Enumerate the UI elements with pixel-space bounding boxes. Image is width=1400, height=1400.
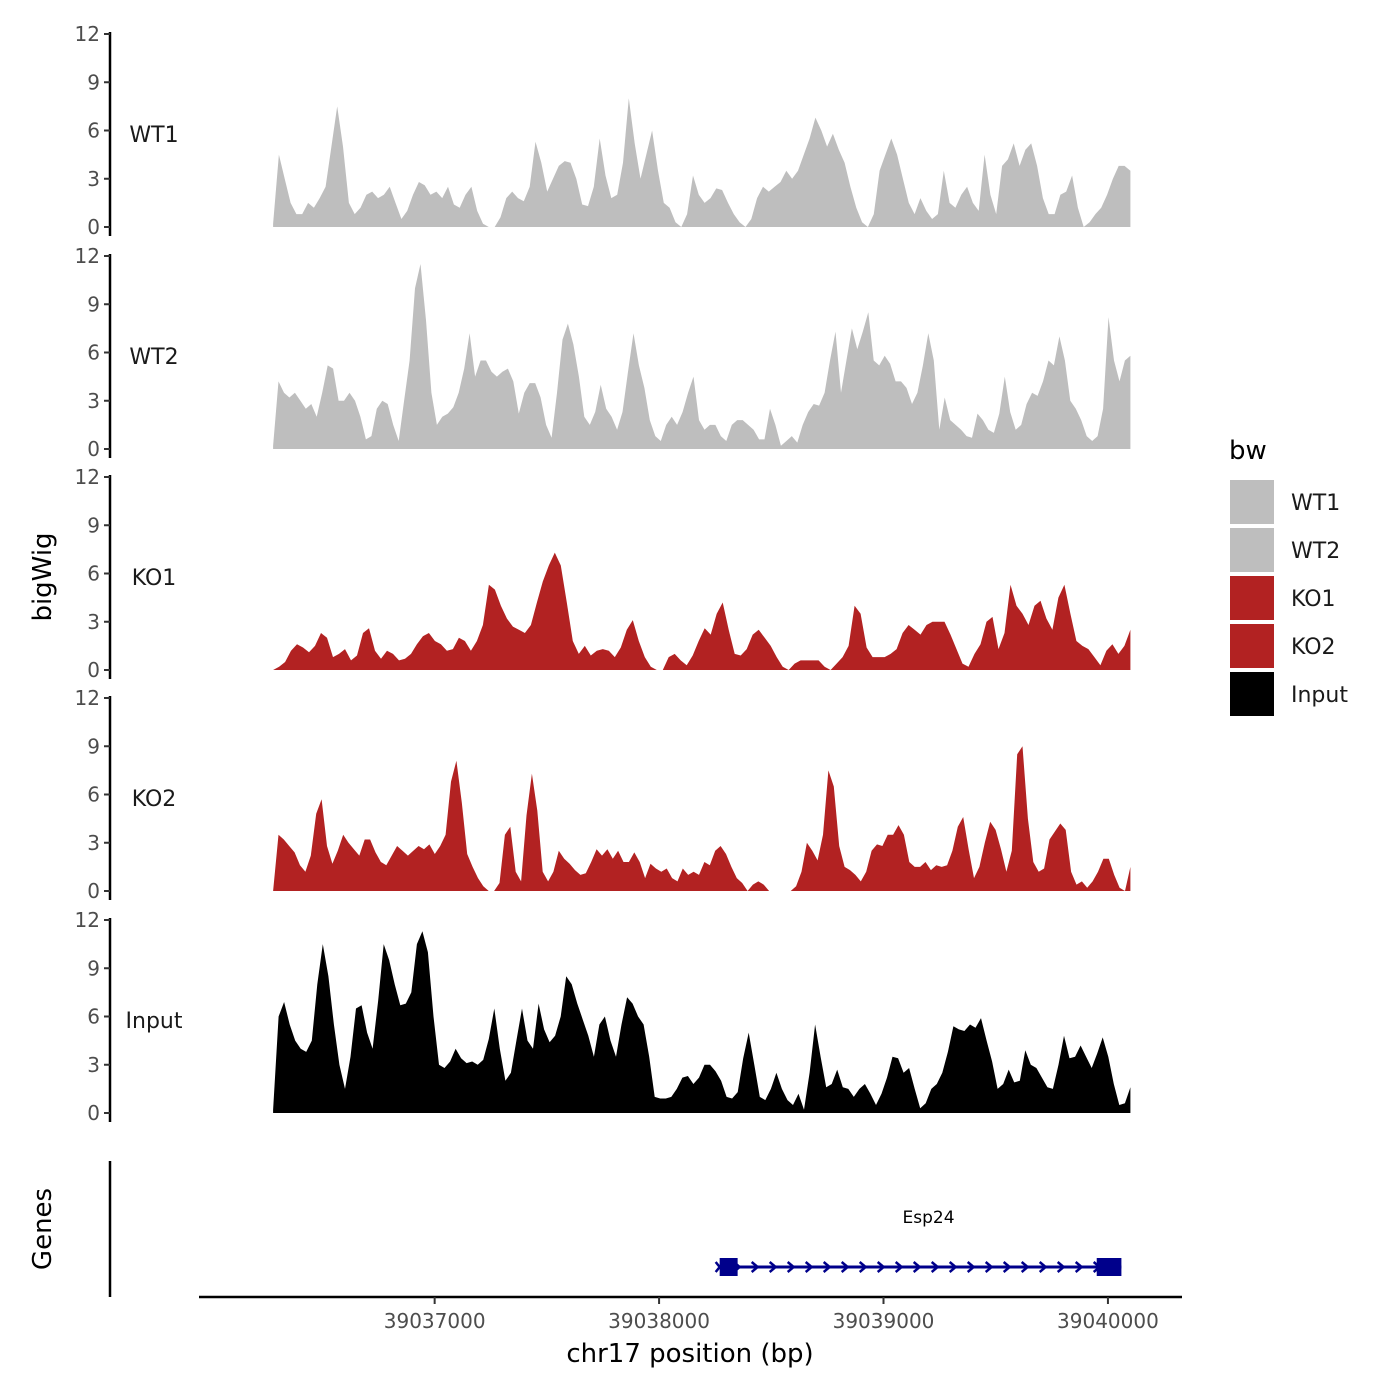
y-tick-label: 3 bbox=[87, 1053, 100, 1077]
x-tick-label: 39038000 bbox=[608, 1309, 710, 1333]
strand-arrow bbox=[1020, 1261, 1030, 1273]
y-tick-label: 3 bbox=[87, 831, 100, 855]
x-tick-label: 39039000 bbox=[833, 1309, 935, 1333]
y-tick-label: 9 bbox=[87, 956, 100, 980]
strand-arrow bbox=[1074, 1261, 1084, 1273]
x-axis: 39037000 39038000 39039000 39040000 bbox=[199, 1295, 1182, 1333]
y-tick-label: 3 bbox=[87, 167, 100, 191]
strand-arrow bbox=[804, 1261, 814, 1273]
y-tick-label: 9 bbox=[87, 292, 100, 316]
y-tick-label: 9 bbox=[87, 70, 100, 94]
track-label-wt2: WT2 bbox=[129, 345, 178, 370]
legend: bw WT1 WT2 KO1 KO2 Input bbox=[1229, 436, 1348, 716]
y-tick-label: 0 bbox=[87, 437, 100, 461]
y-tick-label: 6 bbox=[87, 341, 100, 365]
strand-arrow bbox=[750, 1261, 760, 1273]
legend-key-input bbox=[1230, 672, 1274, 716]
strand-arrow bbox=[858, 1261, 868, 1273]
y-tick-label: 12 bbox=[75, 908, 100, 932]
strand-arrow bbox=[1038, 1261, 1048, 1273]
coverage-area-input bbox=[273, 931, 1131, 1113]
legend-label-ko1: KO1 bbox=[1291, 587, 1336, 612]
strand-arrow bbox=[768, 1261, 778, 1273]
legend-label-ko2: KO2 bbox=[1291, 635, 1336, 660]
y-tick-label: 3 bbox=[87, 389, 100, 413]
strand-arrow bbox=[930, 1261, 940, 1273]
track-input: 0 3 6 9 12 Input bbox=[75, 908, 1131, 1125]
gene-exon bbox=[1096, 1258, 1122, 1276]
y-tick-label: 3 bbox=[87, 610, 100, 634]
strand-arrow bbox=[966, 1261, 976, 1273]
y-tick-label: 0 bbox=[87, 1101, 100, 1125]
gene-esp24: Esp24 bbox=[714, 1208, 1122, 1276]
y-tick-label: 6 bbox=[87, 1005, 100, 1029]
track-label-wt1: WT1 bbox=[129, 123, 178, 148]
strand-arrow bbox=[1002, 1261, 1012, 1273]
x-axis-title: chr17 position (bp) bbox=[566, 1339, 813, 1369]
strand-arrow bbox=[786, 1261, 796, 1273]
coverage-area-wt2 bbox=[273, 264, 1131, 449]
strand-arrow bbox=[822, 1261, 832, 1273]
y-tick-label: 6 bbox=[87, 562, 100, 586]
track-label-ko2: KO2 bbox=[132, 787, 177, 812]
y-axis-title: bigWig bbox=[28, 532, 58, 621]
strand-arrow bbox=[876, 1261, 886, 1273]
legend-label-wt1: WT1 bbox=[1291, 491, 1340, 516]
legend-title: bw bbox=[1229, 436, 1267, 466]
track-label-input: Input bbox=[126, 1009, 183, 1034]
y-tick-label: 0 bbox=[87, 879, 100, 903]
legend-key-wt2 bbox=[1230, 528, 1274, 572]
y-tick-label: 6 bbox=[87, 119, 100, 143]
coverage-area-wt1 bbox=[273, 98, 1131, 227]
track-wt2: 0 3 6 9 12 WT2 bbox=[75, 244, 1131, 461]
strand-arrow bbox=[984, 1261, 994, 1273]
legend-key-wt1 bbox=[1230, 480, 1274, 524]
x-tick-label: 39040000 bbox=[1057, 1309, 1159, 1333]
coverage-tracks: 0 3 6 9 12 WT1 0 3 6 9 12 WT2 0 3 6 9 12 KO1 0 3 6 9 12 KO2 0 3 6 9… bbox=[75, 22, 1131, 1125]
legend-key-ko2 bbox=[1230, 624, 1274, 668]
strand-arrow bbox=[894, 1261, 904, 1273]
strand-arrow bbox=[1056, 1261, 1066, 1273]
track-ko2: 0 3 6 9 12 KO2 bbox=[75, 686, 1131, 903]
y-tick-label: 9 bbox=[87, 513, 100, 537]
y-tick-label: 12 bbox=[75, 465, 100, 489]
x-tick-label: 39037000 bbox=[384, 1309, 486, 1333]
strand-arrow bbox=[840, 1261, 850, 1273]
legend-key-ko1 bbox=[1230, 576, 1274, 620]
y-tick-label: 0 bbox=[87, 215, 100, 239]
gene-name-label: Esp24 bbox=[903, 1208, 955, 1228]
y-tick-label: 12 bbox=[75, 244, 100, 268]
gene-exon bbox=[719, 1258, 738, 1276]
coverage-area-ko1 bbox=[273, 552, 1131, 670]
genes-track: Esp24 bbox=[108, 1161, 1122, 1297]
y-tick-label: 12 bbox=[75, 22, 100, 46]
track-wt1: 0 3 6 9 12 WT1 bbox=[75, 22, 1131, 239]
strand-arrow bbox=[912, 1261, 922, 1273]
y-tick-label: 9 bbox=[87, 734, 100, 758]
y-tick-label: 0 bbox=[87, 658, 100, 682]
strand-arrow bbox=[948, 1261, 958, 1273]
coverage-area-ko2 bbox=[273, 746, 1131, 891]
legend-label-wt2: WT2 bbox=[1291, 539, 1340, 564]
legend-label-input: Input bbox=[1291, 683, 1348, 708]
y-tick-label: 6 bbox=[87, 783, 100, 807]
genes-track-title: Genes bbox=[28, 1188, 58, 1270]
track-ko1: 0 3 6 9 12 KO1 bbox=[75, 465, 1131, 682]
track-label-ko1: KO1 bbox=[132, 566, 177, 591]
y-tick-label: 12 bbox=[75, 686, 100, 710]
